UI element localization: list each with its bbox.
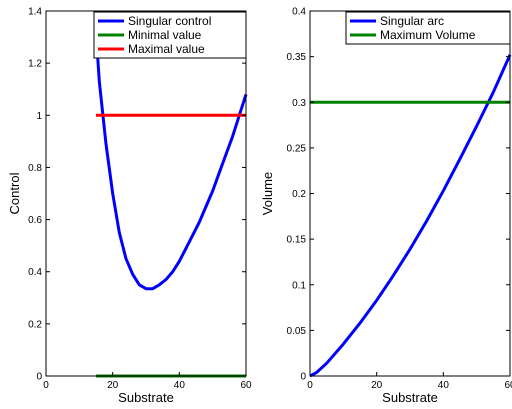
legend-label: Maximum Volume — [380, 28, 476, 42]
y-tick-label: 0.05 — [287, 326, 307, 337]
y-tick-label: 0.8 — [28, 163, 42, 174]
x-tick-label: 0 — [43, 380, 49, 391]
y-tick-label: 0.15 — [287, 235, 307, 246]
y-axis-label: Control — [7, 172, 22, 214]
series-line-2-1 — [309, 54, 512, 378]
x-tick-label: 40 — [174, 380, 186, 391]
x-tick-label: 60 — [504, 380, 512, 391]
y-tick-label: 1 — [36, 111, 42, 122]
x-tick-label: 0 — [307, 380, 313, 391]
series-line-1-1 — [94, 31, 248, 291]
x-tick-label: 20 — [107, 380, 119, 391]
legend-label: Maximal value — [128, 42, 205, 56]
y-tick-label: 0.1 — [292, 280, 306, 291]
y-tick-label: 0 — [36, 372, 42, 383]
chart-panel-1: 0 20 40 60 0 0.2 0.4 0.6 0.8 1 1.2 1.4 Substrate Cont… — [7, 7, 252, 406]
y-tick-label: 0.35 — [287, 52, 307, 63]
y-tick-label: 0.2 — [28, 319, 42, 330]
x-tick-label: 20 — [371, 380, 383, 391]
y-tick-label: 0.6 — [28, 215, 42, 226]
y-tick-label: 0 — [300, 372, 306, 383]
y-tick-label: 0.25 — [287, 143, 307, 154]
y-axis-label: Volume — [260, 172, 275, 215]
legend-label: Singular control — [128, 14, 211, 28]
y-tick-label: 1.4 — [28, 7, 42, 18]
x-tick-label: 60 — [240, 380, 252, 391]
plot-frame — [45, 10, 247, 377]
legend-box — [345, 11, 511, 45]
legend-label: Singular arc — [380, 14, 444, 28]
plot-frame — [309, 10, 511, 377]
x-tick-label: 40 — [438, 380, 450, 391]
x-axis-label: Substrate — [118, 390, 174, 405]
y-tick-label: 0.4 — [292, 7, 306, 18]
y-tick-label: 0.2 — [292, 189, 306, 200]
x-axis-label: Substrate — [382, 390, 438, 405]
y-tick-label: 0.3 — [292, 98, 306, 109]
legend-label: Minimal value — [128, 28, 202, 42]
y-tick-label: 0.4 — [28, 267, 42, 278]
y-tick-label: 1.2 — [28, 59, 42, 70]
chart-panel-2: 0 20 40 60 0 0.05 0.1 0.15 0.2 0.25 0.3 0.35 0.4 Subs… — [260, 7, 512, 406]
